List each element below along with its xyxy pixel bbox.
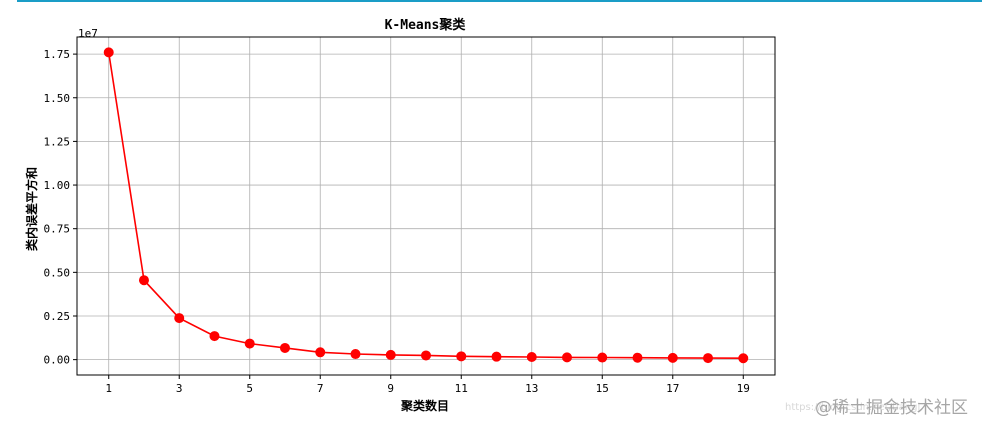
x-tick-label: 5: [246, 382, 253, 395]
data-point: [491, 351, 502, 362]
x-tick-label: 9: [387, 382, 394, 395]
data-point: [279, 342, 290, 353]
series-layer: [103, 47, 749, 364]
x-tick-label: 11: [455, 382, 468, 395]
data-point: [174, 313, 185, 324]
data-point: [632, 352, 643, 363]
data-point: [526, 352, 537, 363]
data-point: [597, 352, 608, 363]
data-point: [103, 47, 114, 58]
y-tick-label: 0.75: [44, 223, 71, 236]
data-point: [244, 338, 255, 349]
data-point: [350, 349, 361, 360]
y-offset-label: 1e7: [78, 27, 98, 40]
data-point: [315, 347, 326, 358]
data-point: [667, 352, 678, 363]
data-point: [562, 352, 573, 363]
watermark-url: https://blog.csdn.net/tiangj: [785, 402, 921, 413]
x-tick-label: 19: [737, 382, 750, 395]
y-axis-label: 类内误差平方和: [24, 167, 39, 251]
data-point: [385, 349, 396, 360]
y-tick-label: 0.25: [44, 310, 71, 323]
x-tick-label: 13: [525, 382, 538, 395]
grid-lines: [77, 37, 775, 375]
chart-title: K-Means聚类: [385, 17, 467, 33]
plot-frame: [76, 36, 776, 376]
watermark: @稀土掘金技术社区: [815, 398, 968, 418]
data-point: [703, 353, 714, 364]
x-tick-label: 17: [666, 382, 679, 395]
y-tick-label: 0.00: [44, 354, 71, 367]
top-rule: [17, 0, 982, 2]
y-tick-label: 0.50: [44, 266, 71, 279]
series-line: [107, 52, 744, 360]
tick-layer: 1 3 5 7 9 11 13 15 17 190.000.250.500.751.001.251…: [44, 48, 750, 395]
data-point: [738, 353, 749, 364]
x-tick-label: 3: [176, 382, 183, 395]
y-tick-label: 1.00: [44, 179, 71, 192]
data-point: [138, 275, 149, 286]
x-tick-label: 1: [105, 382, 112, 395]
data-point: [421, 350, 431, 361]
x-tick-label: 7: [317, 382, 324, 395]
x-tick-label: 15: [596, 382, 609, 395]
data-point: [456, 351, 467, 362]
x-axis-label: 聚类数目: [400, 398, 449, 413]
y-tick-label: 1.25: [44, 135, 71, 148]
data-point: [209, 331, 220, 342]
y-tick-label: 1.50: [44, 92, 71, 105]
y-tick-label: 1.75: [44, 48, 71, 61]
